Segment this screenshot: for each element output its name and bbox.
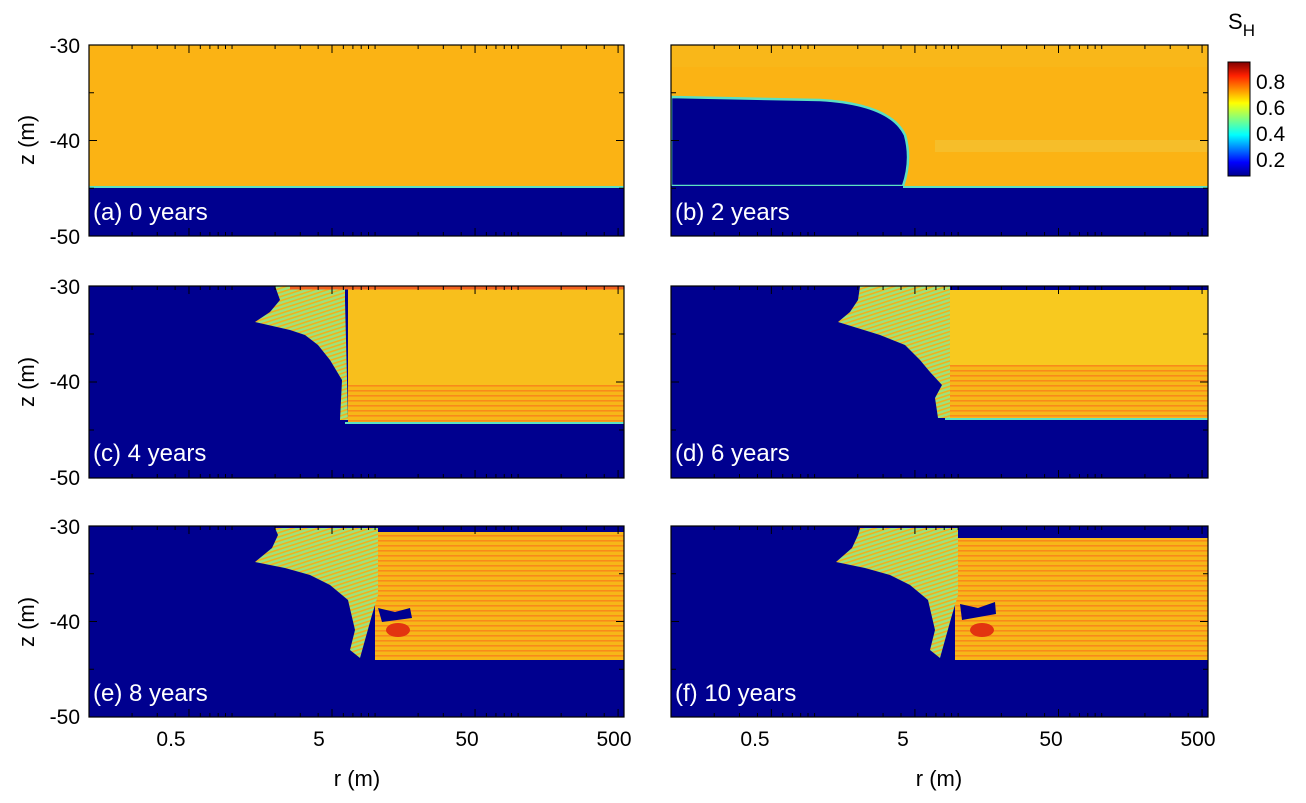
mixed-zone	[836, 528, 958, 658]
colorbar: SH 0.8 0.6 0.4 0.2	[1227, 9, 1286, 177]
dissociated-zone	[671, 95, 910, 188]
panel-label-a: (a) 0 years	[93, 199, 208, 226]
x-tick-label: 5	[897, 728, 909, 751]
y-axis-label-row2: z (m)	[14, 357, 39, 407]
blue-notch	[378, 608, 412, 622]
x-ticks-left: 0.5 5 50 500	[156, 728, 631, 751]
upper-band	[671, 45, 1208, 67]
colorbar-title-sub: H	[1243, 21, 1255, 40]
panel-f	[671, 526, 1208, 717]
hydrate-zone	[89, 45, 624, 188]
panel-label-b: (b) 2 years	[675, 199, 790, 226]
x-tick-label: 0.5	[156, 728, 185, 751]
x-axis-label-right: r (m)	[916, 766, 962, 791]
y-tick-label: -40	[50, 130, 80, 153]
x-tick-label: 5	[313, 728, 325, 751]
y-tick-label: -50	[50, 467, 80, 490]
water-zone	[89, 186, 624, 236]
colorbar-tick: 0.8	[1256, 71, 1285, 94]
tick-marks	[88, 44, 1208, 718]
y-ticks-row1: -30 -40 -50	[50, 35, 80, 249]
panel-label-e: (e) 8 years	[93, 680, 208, 707]
y-tick-label: -30	[50, 516, 80, 539]
pale-band	[935, 140, 1208, 152]
y-tick-label: -40	[50, 611, 80, 634]
panel-b	[671, 45, 1208, 236]
colorbar-tick: 0.4	[1256, 123, 1286, 146]
panel-c	[89, 286, 624, 478]
y-tick-label: -30	[50, 35, 80, 58]
colorbar-gradient	[1227, 61, 1251, 177]
panel-e	[89, 526, 624, 717]
panel-label-d: (d) 6 years	[675, 440, 790, 467]
colorbar-title-main: S	[1228, 9, 1243, 34]
x-tick-label: 0.5	[740, 728, 769, 751]
y-tick-label: -40	[50, 371, 80, 394]
top-dissociated	[985, 526, 1208, 538]
mixed-zone	[255, 528, 378, 658]
y-tick-label: -50	[50, 226, 80, 249]
mixed-zone	[838, 286, 950, 418]
x-tick-label: 500	[1180, 728, 1215, 751]
striped-lower	[950, 365, 1208, 418]
y-tick-label: -50	[50, 706, 80, 729]
y-axis-label-row1: z (m)	[14, 115, 39, 165]
y-ticks-row3: -30 -40 -50	[50, 516, 80, 729]
panel-d	[671, 286, 1208, 478]
panel-a	[89, 45, 624, 236]
high-saturation-spot	[386, 623, 410, 637]
mixed-zone	[255, 286, 348, 420]
y-ticks-row2: -30 -40 -50	[50, 276, 80, 490]
colorbar-tick: 0.2	[1256, 149, 1285, 172]
y-axis-label-row3: z (m)	[14, 597, 39, 647]
high-saturation-spot	[970, 623, 994, 637]
water-zone	[671, 186, 1208, 236]
x-tick-label: 50	[1039, 728, 1062, 751]
panel-label-c: (c) 4 years	[93, 440, 206, 467]
colorbar-tick: 0.6	[1256, 97, 1285, 120]
top-dissociated	[1020, 286, 1208, 290]
x-axis-label-left: r (m)	[334, 766, 380, 791]
x-ticks-right: 0.5 5 50 500	[740, 728, 1215, 751]
striped-lower	[348, 385, 624, 423]
y-tick-label: -30	[50, 276, 80, 299]
top-dissociated	[440, 526, 624, 532]
striped-zone	[375, 532, 624, 660]
colorbar-title: SH	[1228, 9, 1255, 40]
striped-zone	[955, 538, 1208, 660]
blue-notch	[960, 602, 996, 620]
panel-label-f: (f) 10 years	[675, 680, 796, 707]
x-tick-label: 500	[596, 728, 631, 751]
x-tick-label: 50	[455, 728, 478, 751]
